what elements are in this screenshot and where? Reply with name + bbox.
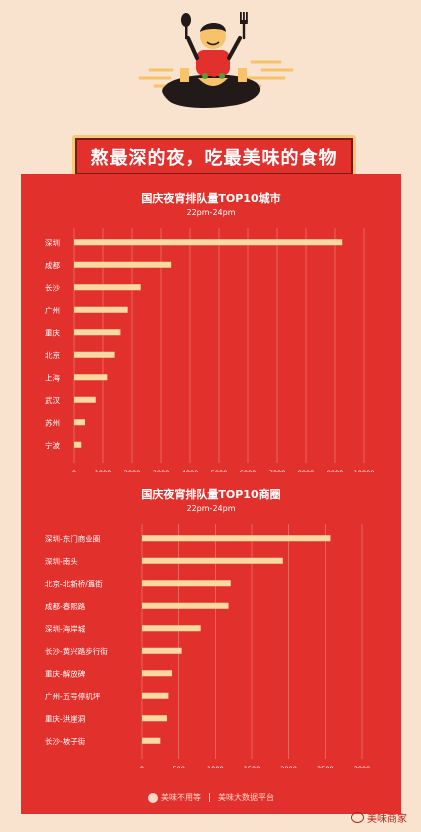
right-arm [227,36,242,60]
x-tick-label: 500 [172,765,184,768]
diner-illustration [138,12,294,108]
hero-illustration [0,0,421,130]
chart-2-title: 国庆夜宵排队量TOP10商圈 [141,488,281,501]
drink-cup [238,68,247,82]
category-label: 宁波 [45,440,60,450]
category-label: 北京 [45,350,60,360]
category-label: 重庆 [45,327,60,337]
wechat-icon [351,812,364,823]
category-label: 重庆-洪崖洞 [45,713,85,723]
bar [142,715,167,722]
bar [142,625,201,632]
bar [74,261,172,268]
district-bar-chart: 0 500 1000 1500 2000 2500 3000 深圳-东门商业圈深圳-南头北京-… [45,524,371,768]
category-label: 重庆-解放碑 [45,668,86,678]
chart-1-title: 国庆夜宵排队量TOP10城市 [141,192,281,205]
city-bar-chart: 0 1000 2000 3000 4000 5000 6000 7000 8000 9000 100… [45,228,375,472]
category-label: 广州-五号停机坪 [45,691,101,701]
x-tick-label: 4000 [182,469,199,472]
watermark-label: 美味商家 [367,814,407,825]
x-tick-label: 1500 [244,765,261,768]
category-label: 长沙-黄兴路步行街 [45,646,108,656]
x-tick-label: 8000 [298,469,315,472]
chart-2-subtitle: 22pm-24pm [186,504,236,513]
brand-logo-icon [148,792,158,803]
bar [142,580,231,587]
bar [74,239,343,246]
x-tick-label: 3000 [153,469,170,472]
fork-icon [240,12,248,39]
x-tick-label: 1000 [95,469,112,472]
footer-brand-label: 美味不用等 [161,793,201,802]
bar [74,441,82,448]
category-label: 深圳 [45,237,60,247]
table-blob [162,74,261,108]
bar [74,284,141,291]
x-tick-label: 9000 [327,469,344,472]
smile [206,41,220,46]
footer-divider [209,793,210,802]
drink-cup [180,68,189,82]
food [219,73,225,79]
category-label: 成都 [45,260,60,270]
category-label: 上海 [45,372,60,382]
bar [142,557,283,564]
category-label: 成都-春熙路 [45,601,86,611]
food [202,73,208,79]
chart-1-subtitle: 22pm-24pm [186,208,236,217]
bar [142,737,161,744]
category-label: 武汉 [45,395,60,405]
bar [74,351,115,358]
x-tick-label: 0 [140,765,144,768]
category-label: 苏州 [45,417,60,427]
x-tick-label: 7000 [269,469,286,472]
x-tick-label: 10000 [354,469,375,472]
food [211,71,217,77]
bar [142,535,331,542]
x-tick-label: 2500 [317,765,334,768]
x-tick-label: 1000 [207,765,224,768]
bar [74,419,86,426]
bar [142,647,182,654]
x-tick-label: 3000 [354,765,371,768]
x-tick-label: 5000 [211,469,228,472]
bar [74,396,96,403]
bar [74,374,108,381]
bar [142,602,229,609]
bar [74,329,121,336]
category-label: 深圳-南头 [45,556,78,566]
x-tick-label: 2000 [280,765,297,768]
spoon-icon [181,13,191,39]
bar [142,692,169,699]
footer-brand: 美味不用等 [148,792,201,803]
footer-platform: 美味大数据平台 [218,793,274,802]
category-label: 长沙 [45,282,60,292]
x-tick-label: 6000 [240,469,257,472]
footer: 美味不用等 美味大数据平台 [21,792,401,803]
bar [74,306,128,313]
x-tick-label: 0 [72,469,76,472]
bowl [198,78,228,86]
shirt [196,50,230,76]
hair [200,23,226,32]
category-label: 深圳-东门商业圈 [45,533,100,543]
headline-banner: 熬最深的夜，吃最美味的食物 [72,135,356,178]
watermark: 美味商家 [351,810,407,825]
category-label: 深圳-海岸城 [45,623,86,633]
category-label: 长沙-坡子街 [45,736,86,746]
bar [142,670,173,677]
left-arm [186,36,199,60]
x-tick-label: 2000 [124,469,141,472]
category-label: 北京-北新桥/簋街 [45,578,103,588]
chart-panel: 国庆夜宵排队量TOP10城市 22pm-24pm 0 1000 2000 3000 40… [21,174,401,814]
category-label: 广州 [45,305,60,315]
